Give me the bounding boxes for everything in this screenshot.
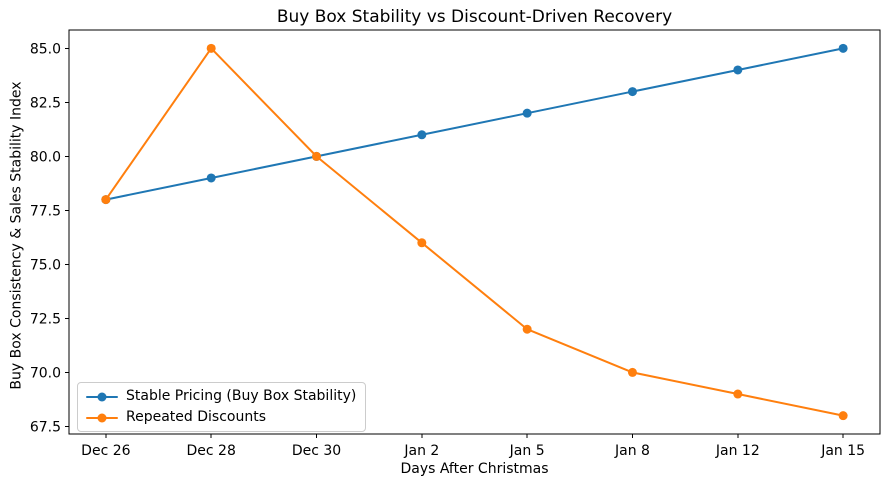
y-tick-label: 77.5 xyxy=(30,203,61,219)
data-point xyxy=(522,324,532,334)
data-point xyxy=(838,411,848,421)
data-point xyxy=(417,238,427,248)
y-tick-label: 75.0 xyxy=(30,257,61,273)
data-point xyxy=(312,151,322,161)
chart-title: Buy Box Stability vs Discount-Driven Rec… xyxy=(276,7,673,27)
legend-line-marker-icon xyxy=(86,413,118,422)
x-tick-label: Dec 26 xyxy=(81,443,130,459)
data-point xyxy=(522,108,532,118)
y-tick-label: 72.5 xyxy=(30,311,61,327)
legend-entry-1: Repeated Discounts xyxy=(86,408,356,427)
x-tick-label: Jan 15 xyxy=(820,443,865,459)
legend-line-marker-icon xyxy=(86,392,118,401)
legend-label: Stable Pricing (Buy Box Stability) xyxy=(126,388,357,404)
legend-label: Repeated Discounts xyxy=(126,409,266,425)
data-point xyxy=(733,65,743,75)
data-point xyxy=(838,43,848,53)
y-tick-label: 67.5 xyxy=(30,419,61,435)
data-point xyxy=(733,389,743,399)
legend: Stable Pricing (Buy Box Stability) Repeat… xyxy=(77,382,367,432)
series-line-0 xyxy=(104,47,845,201)
x-tick-label: Jan 5 xyxy=(509,443,545,459)
data-point xyxy=(627,87,637,97)
data-point xyxy=(627,367,637,377)
series-line-1 xyxy=(104,47,845,417)
y-tick-label: 80.0 xyxy=(30,149,61,165)
data-point xyxy=(206,43,216,53)
y-tick-label: 85.0 xyxy=(30,41,61,57)
data-point xyxy=(101,195,111,205)
x-tick-label: Dec 30 xyxy=(292,443,341,459)
legend-entry-0: Stable Pricing (Buy Box Stability) xyxy=(86,387,356,406)
x-tick-label: Jan 8 xyxy=(614,443,650,459)
x-axis-label: Days After Christmas xyxy=(400,461,549,477)
x-tick-label: Jan 2 xyxy=(403,443,439,459)
y-tick-label: 70.0 xyxy=(30,365,61,381)
y-axis-label: Buy Box Consistency & Sales Stability In… xyxy=(8,81,25,390)
x-tick-label: Dec 28 xyxy=(187,443,236,459)
x-tick-label: Jan 12 xyxy=(715,443,760,459)
data-point xyxy=(417,130,427,140)
y-tick-label: 82.5 xyxy=(30,95,61,111)
data-point xyxy=(206,173,216,183)
plot-frame xyxy=(68,29,881,435)
